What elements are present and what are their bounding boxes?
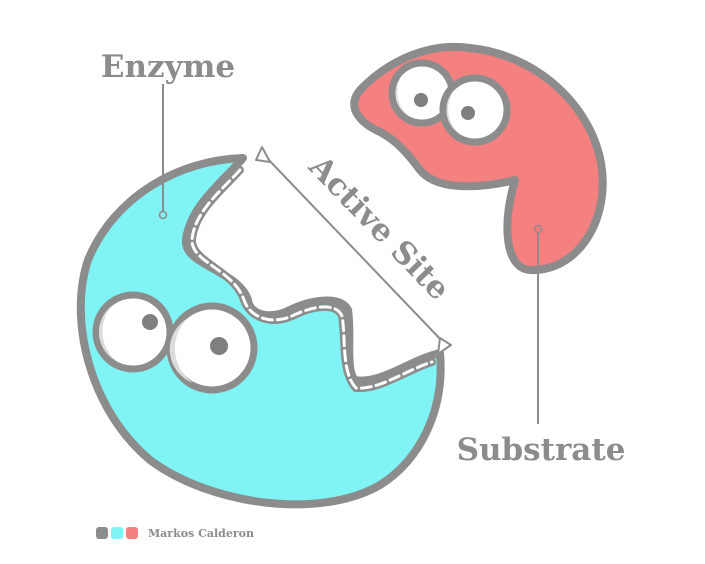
substrate-callout: Substrate bbox=[457, 224, 626, 468]
enzyme-leader-dot bbox=[158, 210, 168, 220]
substrate bbox=[350, 42, 607, 275]
swatch-cyan bbox=[111, 527, 123, 539]
enzyme-label: Enzyme bbox=[101, 49, 235, 85]
active-site-lining-dashes bbox=[190, 168, 434, 390]
credit: Markos Calderon bbox=[96, 527, 254, 540]
enzyme-right-eye bbox=[166, 302, 258, 394]
credit-author: Markos Calderon bbox=[148, 527, 254, 540]
substrate-right-eye bbox=[439, 74, 511, 146]
swatch-gray bbox=[96, 527, 108, 539]
substrate-left-eye bbox=[388, 59, 456, 127]
enzyme-callout: Enzyme bbox=[101, 49, 235, 220]
active-site-arrow-top bbox=[255, 146, 271, 163]
enzyme bbox=[76, 154, 445, 509]
substrate-leader-dot bbox=[533, 224, 543, 234]
substrate-label: Substrate bbox=[457, 432, 626, 468]
active-site-line bbox=[265, 156, 445, 344]
enzyme-left-eye bbox=[92, 291, 174, 373]
active-site-arrow-bottom bbox=[437, 337, 452, 355]
swatch-red bbox=[126, 527, 138, 539]
